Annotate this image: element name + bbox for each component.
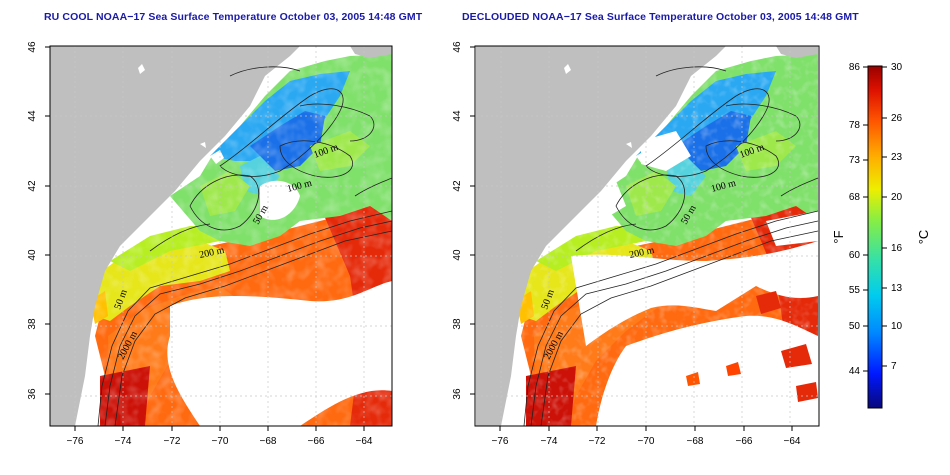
lon-tick-label: −64 [356, 436, 373, 447]
lon-tick-label: −72 [164, 436, 181, 447]
lon-tick-label: −70 [212, 436, 229, 447]
lat-tick-label: 44 [27, 110, 38, 122]
right-map-panel [475, 46, 819, 426]
lat-tick-label: 46 [27, 41, 38, 53]
fahrenheit-unit-label: °F [831, 230, 846, 243]
contour-label: 200 m [198, 245, 225, 261]
lat-tick-label: 40 [27, 249, 38, 261]
lon-tick-label: −76 [492, 436, 509, 447]
lon-tick-label: −66 [308, 436, 325, 447]
celsius-tick-label: 26 [891, 113, 903, 124]
celsius-tick-label: 30 [891, 62, 903, 73]
celsius-tick-label: 10 [891, 321, 903, 332]
celsius-tick-label: 13 [891, 283, 903, 294]
contour-label: 200 m [628, 245, 655, 261]
fahrenheit-tick-label: 86 [849, 62, 861, 73]
fahrenheit-tick-label: 50 [849, 321, 861, 332]
lon-tick-label: −72 [589, 436, 606, 447]
lon-tick-label: −68 [687, 436, 704, 447]
fahrenheit-tick-label: 60 [849, 250, 861, 261]
lon-tick-label: −70 [638, 436, 655, 447]
panel-title-left: RU COOL NOAA−17 Sea Surface Temperature … [44, 11, 423, 23]
fahrenheit-tick-label: 78 [849, 120, 861, 131]
left-map-panel [50, 46, 392, 426]
lon-tick-label: −66 [736, 436, 753, 447]
celsius-tick-label: 23 [891, 152, 903, 163]
panel-title-right: DECLOUDED NOAA−17 Sea Surface Temperatur… [462, 11, 859, 23]
colorbar: 86 78 73 68 60 55 50 44 30 26 23 20 16 1… [831, 62, 931, 409]
fahrenheit-tick-label: 68 [849, 192, 861, 203]
lat-tick-label: 46 [452, 41, 463, 53]
celsius-tick-label: 16 [891, 243, 903, 254]
fahrenheit-tick-label: 44 [849, 366, 861, 377]
fahrenheit-tick-label: 55 [849, 285, 861, 296]
left-x-axis: −76 −74 −72 −70 −68 −66 −64 [67, 426, 373, 447]
lon-tick-label: −76 [67, 436, 84, 447]
left-map-frame [49, 45, 393, 427]
right-y-axis: 46 44 42 40 38 36 [452, 41, 475, 400]
lat-tick-label: 40 [452, 249, 463, 261]
lat-tick-label: 42 [452, 180, 463, 192]
celsius-tick-label: 7 [891, 361, 897, 372]
lat-tick-label: 42 [27, 180, 38, 192]
fahrenheit-tick-label: 73 [849, 155, 861, 166]
colorbar-gradient [867, 65, 883, 409]
lat-tick-label: 36 [452, 388, 463, 400]
celsius-unit-label: °C [916, 230, 931, 245]
right-x-axis: −76 −74 −72 −70 −68 −66 −64 [492, 426, 801, 447]
lon-tick-label: −64 [784, 436, 801, 447]
left-y-axis: 46 44 42 40 38 36 [27, 41, 50, 400]
lat-tick-label: 36 [27, 388, 38, 400]
lon-tick-label: −68 [260, 436, 277, 447]
lat-tick-label: 38 [452, 318, 463, 330]
celsius-tick-label: 20 [891, 192, 903, 203]
right-map-frame [474, 45, 820, 427]
lon-tick-label: −74 [541, 436, 558, 447]
lon-tick-label: −74 [115, 436, 132, 447]
lat-tick-label: 44 [452, 110, 463, 122]
lat-tick-label: 38 [27, 318, 38, 330]
